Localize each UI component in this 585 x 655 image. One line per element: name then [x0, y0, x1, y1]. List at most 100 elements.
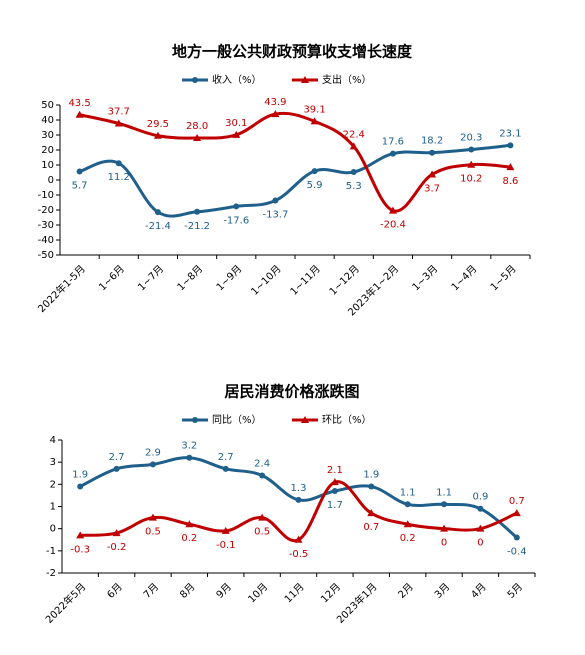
data-label: 43.5 [68, 98, 90, 109]
point [311, 168, 318, 175]
point [114, 119, 123, 127]
x-tick-label: 7月 [141, 581, 161, 601]
point [232, 130, 241, 138]
data-label: -20.4 [380, 220, 406, 231]
x-tick-label: 8月 [178, 581, 198, 601]
x-tick-label: 9月 [214, 581, 234, 601]
chart-title: 地方一般公共财政预算收支增长速度 [172, 43, 413, 61]
point [428, 170, 437, 178]
x-tick-label: 3月 [432, 581, 452, 601]
data-label: 2.9 [145, 447, 161, 458]
point [113, 465, 120, 472]
legend-label: 环比（%） [322, 414, 372, 426]
data-label: 2.1 [327, 465, 343, 476]
point [468, 146, 475, 153]
series-line [79, 143, 511, 218]
data-label: 37.7 [108, 106, 130, 117]
point [194, 208, 201, 215]
data-label: -21.2 [184, 221, 210, 232]
point [440, 524, 449, 532]
data-label: 17.6 [382, 137, 404, 148]
point [295, 496, 302, 503]
point [429, 149, 436, 156]
data-label: 8.6 [502, 176, 518, 187]
point [368, 483, 375, 490]
x-tick-label: 5月 [505, 581, 525, 601]
point [477, 505, 484, 512]
y-tick-label: 4 [50, 435, 56, 446]
data-label: 0.2 [400, 533, 416, 544]
legend-label: 支出（%） [322, 73, 372, 86]
data-label: -0.3 [70, 544, 90, 555]
point [222, 465, 229, 472]
point [350, 169, 357, 176]
y-tick-label: 50 [41, 100, 54, 111]
x-tick-label: 2022年5月 [43, 580, 89, 626]
data-label: 5.9 [307, 180, 323, 191]
x-tick-label: 1~4月 [449, 263, 479, 293]
data-label: -0.2 [107, 542, 127, 553]
point [221, 526, 230, 534]
data-label: 39.1 [303, 104, 325, 115]
data-label: 18.2 [421, 136, 443, 147]
x-tick-label: 10月 [246, 581, 271, 606]
data-label: 1.1 [436, 487, 452, 498]
data-label: 1.9 [363, 470, 379, 481]
data-label: 3.7 [424, 183, 440, 194]
data-label: 29.5 [147, 119, 169, 130]
data-label: 11.2 [108, 172, 130, 183]
data-label: 22.4 [343, 129, 365, 140]
data-label: 1.3 [291, 483, 307, 494]
legend-marker [192, 77, 198, 83]
point [476, 524, 485, 532]
point [271, 110, 280, 118]
x-tick-label: 6月 [105, 581, 125, 601]
data-label: 2.7 [218, 452, 234, 463]
data-label: 43.9 [264, 97, 286, 108]
x-tick-label: 1~9月 [214, 263, 244, 293]
point [272, 197, 279, 204]
y-tick-label: 2 [50, 479, 56, 490]
x-tick-label: 1~12月 [327, 263, 362, 298]
data-label: 10.2 [460, 174, 482, 185]
y-tick-label: 20 [41, 145, 54, 156]
point [389, 150, 396, 157]
data-label: -13.7 [262, 210, 288, 221]
point [294, 535, 303, 543]
point [331, 487, 338, 494]
point [77, 483, 84, 490]
x-tick-label: 1~5月 [488, 263, 518, 293]
point [310, 117, 319, 125]
data-label: -0.1 [216, 540, 236, 551]
y-tick-label: 1 [50, 502, 56, 513]
data-label: 0.5 [145, 527, 161, 538]
data-label: 20.3 [460, 133, 482, 144]
data-label: -21.4 [145, 221, 171, 232]
data-label: -0.4 [507, 547, 527, 558]
chart-title: 居民消费价格涨跌图 [224, 383, 359, 401]
y-tick-label: 3 [50, 457, 56, 468]
point [441, 501, 448, 508]
point [154, 209, 161, 216]
point [193, 134, 202, 141]
data-label: 1.9 [72, 470, 88, 481]
data-label: -0.5 [289, 549, 309, 560]
data-label: 0.7 [363, 522, 379, 533]
x-tick-label: 1~8月 [175, 263, 205, 293]
data-label: 2.7 [109, 452, 125, 463]
y-tick-label: 0 [48, 175, 54, 186]
point [153, 131, 162, 139]
point [112, 529, 121, 537]
x-tick-label: 1~10月 [249, 263, 284, 298]
point [506, 163, 515, 171]
legend-marker [301, 76, 309, 83]
x-tick-label: 2月 [396, 581, 416, 601]
x-tick-label: 2022年1-5月 [35, 262, 88, 315]
point [349, 142, 358, 150]
point [404, 501, 411, 508]
point [76, 168, 83, 175]
y-tick-label: -10 [38, 190, 54, 201]
point [507, 142, 514, 149]
y-tick-label: -1 [46, 546, 56, 557]
